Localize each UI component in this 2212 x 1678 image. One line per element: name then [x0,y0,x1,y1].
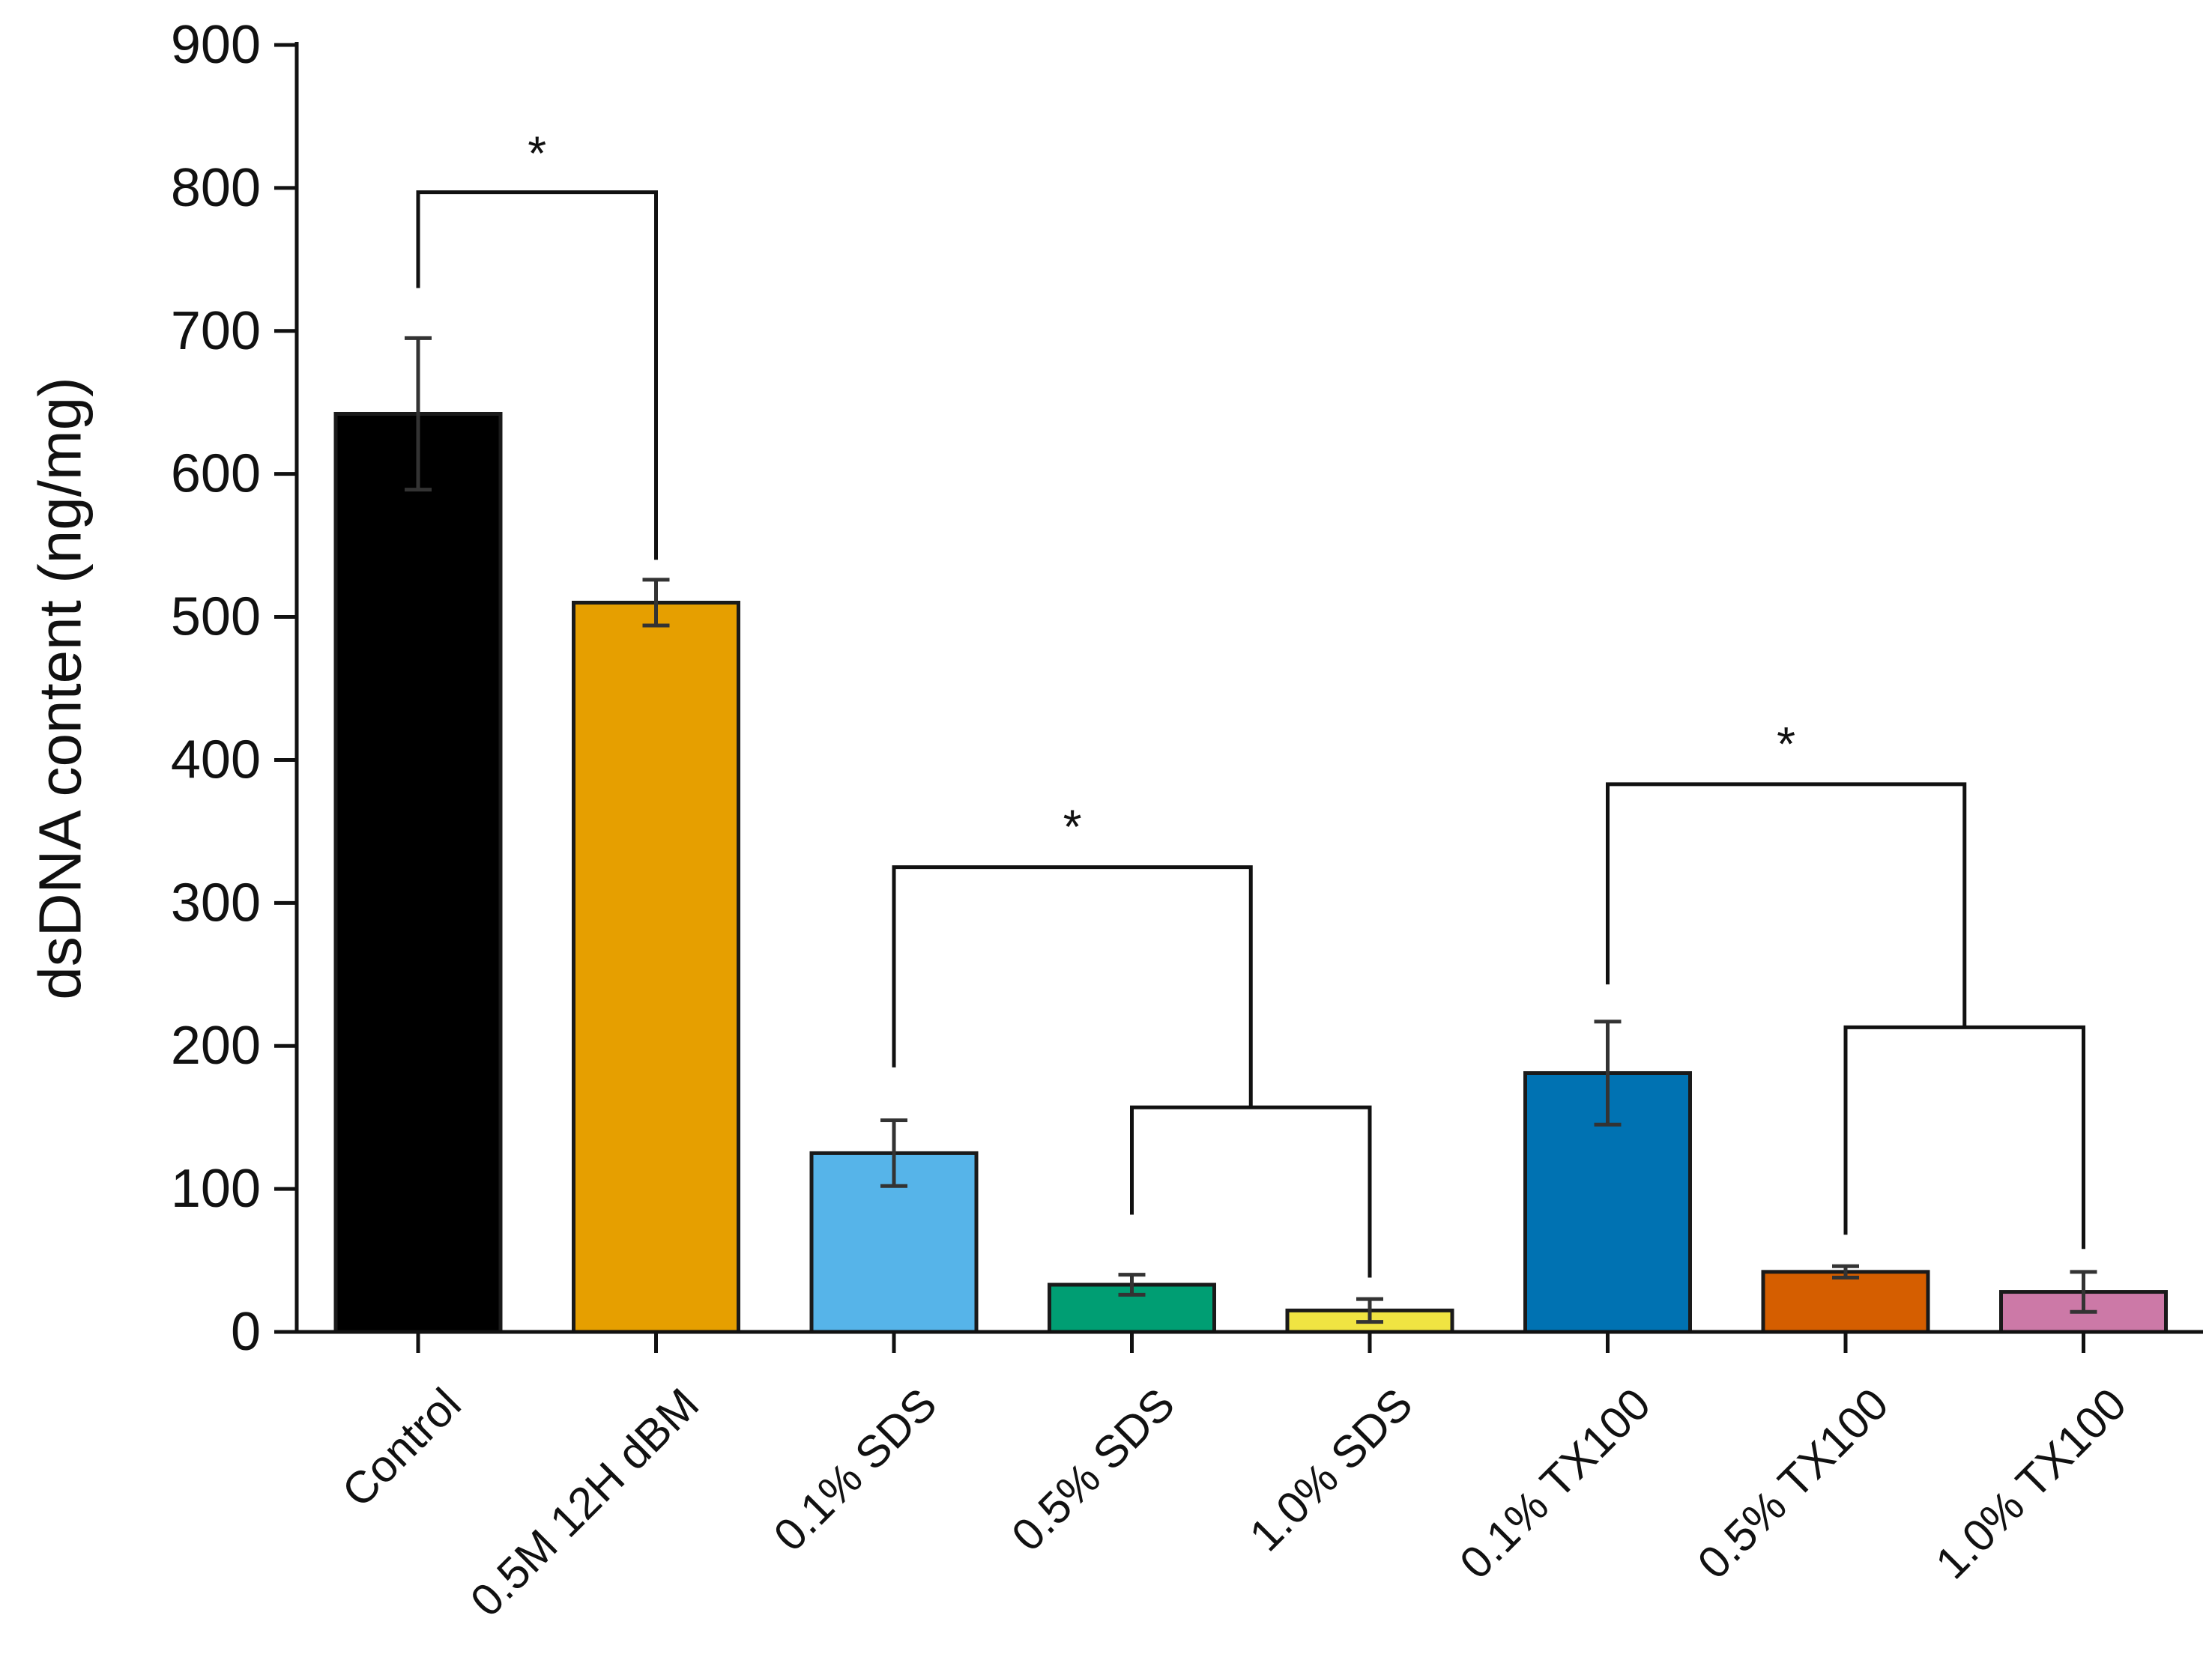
x-category-label: Control [333,1378,471,1516]
y-tick-label: 900 [171,15,261,75]
x-category-label: 0.5% SDS [1002,1378,1184,1560]
x-category-label: 1.0% SDS [1240,1378,1422,1560]
significance-outer-bracket [892,865,1253,1108]
x-category-label: 0.1% SDS [764,1378,946,1560]
significance-outer-bracket [1606,782,1967,1028]
significance-inner-bracket [1130,1105,1372,1278]
y-tick-label: 300 [171,873,261,933]
y-tick-label: 100 [171,1159,261,1219]
significance-asterisk: * [528,127,546,181]
y-tick-label: 0 [231,1302,261,1362]
bar-0-5-tx100 [1761,1270,1930,1334]
bar-control [333,411,503,1334]
y-tick-label: 500 [171,587,261,647]
y-axis-title: dsDNA content (ng/mg) [27,377,94,999]
significance-bracket [416,190,658,560]
y-tick-label: 800 [171,158,261,218]
y-tick-label: 600 [171,444,261,504]
y-tick-label: 200 [171,1016,261,1076]
x-category-label: 0.1% TX100 [1450,1378,1660,1588]
x-category-label: 0.5M 12H dBM [461,1378,708,1626]
x-category-label: 0.5% TX100 [1688,1378,1898,1588]
bar-0-5m-12h-dbm [572,600,740,1334]
y-tick-label: 400 [171,730,261,790]
significance-asterisk: * [1063,800,1082,854]
x-category-label: 1.0% TX100 [1926,1378,2136,1588]
significance-inner-bracket [1843,1025,2085,1250]
y-tick-label: 700 [171,301,261,361]
significance-asterisk: * [1777,717,1795,771]
